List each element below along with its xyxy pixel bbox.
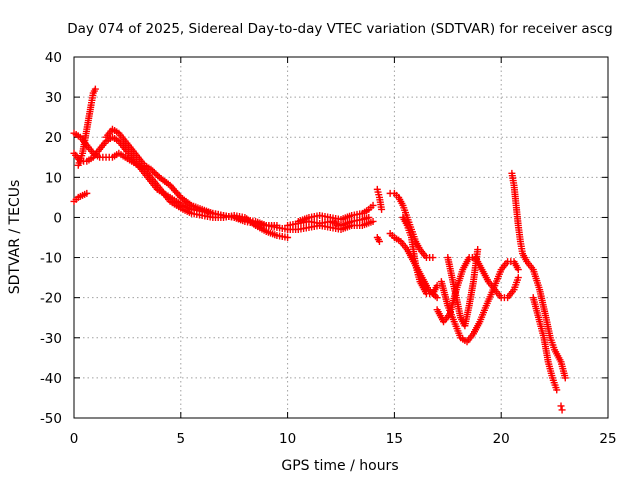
series-trace-2 [70, 133, 292, 241]
plot-frame [73, 56, 609, 419]
x-tick-label: 10 [279, 431, 296, 447]
data-point [83, 189, 91, 197]
y-tick-label: 10 [45, 170, 62, 186]
data-point [514, 274, 522, 282]
series-trace-13 [399, 213, 441, 298]
axis-ticks [73, 56, 609, 419]
data-points [70, 85, 569, 414]
y-tick-label: -40 [40, 371, 62, 387]
y-tick-label: 0 [53, 210, 62, 226]
series-trace-4 [74, 85, 99, 169]
data-point [273, 221, 281, 229]
chart-title: Day 074 of 2025, Sidereal Day-to-day VTE… [67, 21, 612, 37]
x-tick-label: 20 [493, 431, 510, 447]
y-axis-label: SDTVAR / TECUs [7, 180, 23, 295]
grid-lines [74, 57, 608, 418]
data-point [561, 374, 569, 382]
data-point [514, 266, 522, 274]
data-point [152, 170, 160, 178]
series-trace-17 [508, 169, 569, 382]
y-tick-label: 30 [45, 90, 62, 106]
data-point [369, 217, 377, 225]
data-point [284, 234, 292, 241]
data-point [474, 246, 482, 254]
x-tick-label: 0 [70, 431, 79, 447]
data-point [558, 406, 566, 414]
series-trace-8 [294, 201, 377, 225]
x-tick-label: 25 [599, 431, 616, 447]
y-tick-label: -10 [40, 251, 62, 267]
series-trace-18 [529, 294, 561, 394]
y-tick-label: 40 [45, 50, 62, 66]
x-tick-label: 5 [177, 431, 186, 447]
series-trace-7 [284, 217, 377, 233]
y-tick-label: -30 [40, 331, 62, 347]
data-point [91, 85, 99, 93]
y-tick-label: -20 [40, 291, 62, 307]
series-trace-16 [444, 246, 482, 330]
x-tick-label: 15 [386, 431, 403, 447]
data-point [433, 294, 441, 302]
series-trace-5 [102, 125, 281, 229]
data-point [557, 402, 565, 410]
data-point [369, 201, 377, 209]
data-point [429, 254, 437, 262]
y-tick-label: -50 [40, 411, 62, 427]
series-trace-11 [386, 189, 437, 262]
series-trace-9 [373, 185, 386, 213]
x-axis-label: GPS time / hours [281, 458, 398, 474]
series-trace-10 [373, 234, 383, 246]
y-tick-label: 20 [45, 130, 62, 146]
data-point [375, 238, 383, 246]
data-point [378, 205, 386, 213]
y-tick-labels: -50 -40 -30 -20 -10 0 10 20 30 40 [40, 50, 62, 427]
data-point [553, 386, 561, 394]
series-trace-19 [557, 402, 566, 414]
series-trace-3 [70, 189, 91, 205]
x-tick-labels: 0 5 10 15 20 25 [70, 431, 617, 447]
